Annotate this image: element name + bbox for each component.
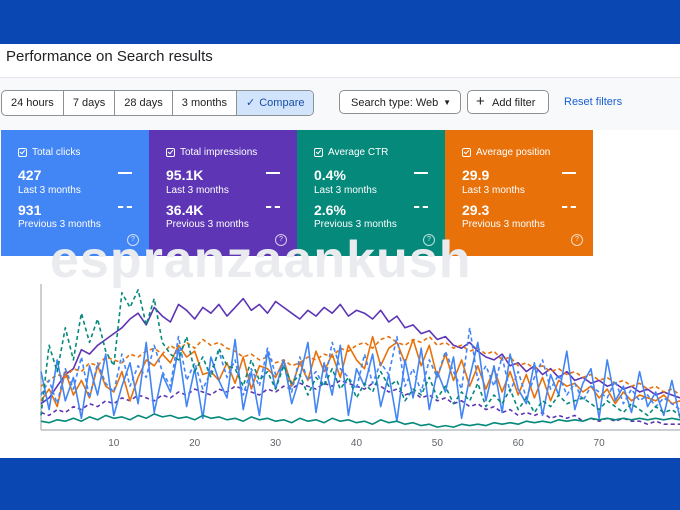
- checkbox-icon[interactable]: [166, 148, 175, 157]
- metric-card-ctr[interactable]: Average CTR 0.4% Last 3 months 2.6% Prev…: [297, 130, 445, 256]
- series-line-4: [40, 335, 680, 396]
- metric-header: Average position: [462, 147, 550, 158]
- metric-card-clicks[interactable]: Total clicks 427 Last 3 months 931 Previ…: [1, 130, 149, 256]
- plus-icon: +: [476, 93, 485, 110]
- add-filter-label: Add filter: [492, 97, 536, 109]
- series-line-1: [40, 297, 680, 405]
- metric-card-position[interactable]: Average position 29.9 Last 3 months 29.3…: [445, 130, 593, 256]
- header-divider: [0, 77, 680, 78]
- range-24-hours[interactable]: 24 hours: [2, 91, 64, 115]
- x-tick-label: 70: [594, 438, 606, 449]
- range-3-months[interactable]: 3 months: [173, 91, 238, 115]
- solid-line-legend-icon: [266, 172, 280, 174]
- x-tick-label: 60: [513, 438, 525, 449]
- solid-line-legend-icon: [562, 172, 576, 174]
- range-7-days[interactable]: 7 days: [64, 91, 116, 115]
- metric-header: Total clicks: [18, 147, 80, 158]
- metric-label: Average CTR: [328, 147, 389, 158]
- date-range-selector: 24 hours 7 days 28 days 3 months ✓ Compar…: [1, 90, 315, 116]
- metric-current-label: Last 3 months: [462, 185, 525, 196]
- x-tick-label: 50: [432, 438, 444, 449]
- series-line-8: [40, 288, 680, 417]
- metric-current-value: 0.4%: [314, 167, 346, 183]
- help-icon[interactable]: ?: [571, 234, 583, 246]
- metric-current-value: 95.1K: [166, 167, 204, 183]
- metric-label: Average position: [476, 147, 551, 158]
- x-tick-label: 10: [108, 438, 120, 449]
- x-tick-label: 20: [189, 438, 201, 449]
- compare-button[interactable]: ✓ Compare: [237, 91, 314, 115]
- metric-current-value: 29.9: [462, 167, 490, 183]
- metric-header: Average CTR: [314, 147, 388, 158]
- performance-panel: Performance on Search results 24 hours 7…: [0, 44, 680, 458]
- compare-label: Compare: [259, 97, 305, 109]
- dashed-line-legend-icon: [266, 206, 280, 208]
- solid-line-legend-icon: [414, 172, 428, 174]
- metric-current-label: Last 3 months: [18, 185, 81, 196]
- help-icon[interactable]: ?: [127, 234, 139, 246]
- dashed-line-legend-icon: [562, 206, 576, 208]
- metric-previous-value: 2.6%: [314, 202, 346, 218]
- performance-line-chart: 10 20 30 40 50 60 70: [40, 284, 680, 449]
- metric-label: Total impressions: [180, 147, 258, 158]
- series-line-7: [40, 413, 680, 428]
- dashed-line-legend-icon: [414, 206, 428, 208]
- chevron-down-icon: ▼: [443, 98, 451, 107]
- metric-current-label: Last 3 months: [166, 185, 229, 196]
- search-type-dropdown[interactable]: Search type: Web ▼: [339, 90, 461, 114]
- metric-previous-value: 29.3: [462, 202, 490, 218]
- add-filter-button[interactable]: + Add filter: [467, 90, 549, 114]
- metric-header: Total impressions: [166, 147, 257, 158]
- filter-toolbar: 24 hours 7 days 28 days 3 months ✓ Compar…: [0, 78, 680, 130]
- metric-current-label: Last 3 months: [314, 185, 377, 196]
- metric-label: Total clicks: [32, 147, 81, 158]
- metric-previous-label: Previous 3 months: [462, 219, 545, 230]
- search-type-label: Search type: Web: [351, 97, 439, 109]
- page-title: Performance on Search results: [6, 48, 213, 65]
- checkbox-icon[interactable]: [462, 148, 471, 157]
- check-icon: ✓: [246, 97, 256, 109]
- metric-previous-value: 36.4K: [166, 202, 204, 218]
- metric-card-impressions[interactable]: Total impressions 95.1K Last 3 months 36…: [149, 130, 297, 256]
- x-tick-label: 40: [351, 438, 363, 449]
- metric-previous-value: 931: [18, 202, 42, 218]
- dashed-line-legend-icon: [118, 206, 132, 208]
- x-tick-label: 30: [270, 438, 282, 449]
- help-icon[interactable]: ?: [423, 234, 435, 246]
- metric-current-value: 427: [18, 167, 42, 183]
- metric-previous-label: Previous 3 months: [314, 219, 397, 230]
- checkbox-icon[interactable]: [18, 148, 27, 157]
- help-icon[interactable]: ?: [275, 234, 287, 246]
- metric-previous-label: Previous 3 months: [18, 219, 101, 230]
- range-28-days[interactable]: 28 days: [115, 91, 173, 115]
- checkbox-icon[interactable]: [314, 148, 323, 157]
- series-line-2: [40, 379, 680, 425]
- metric-previous-label: Previous 3 months: [166, 219, 249, 230]
- series-line-6: [40, 326, 680, 411]
- series-line-5: [40, 338, 680, 422]
- reset-filters-link[interactable]: Reset filters: [564, 96, 623, 108]
- solid-line-legend-icon: [118, 172, 132, 174]
